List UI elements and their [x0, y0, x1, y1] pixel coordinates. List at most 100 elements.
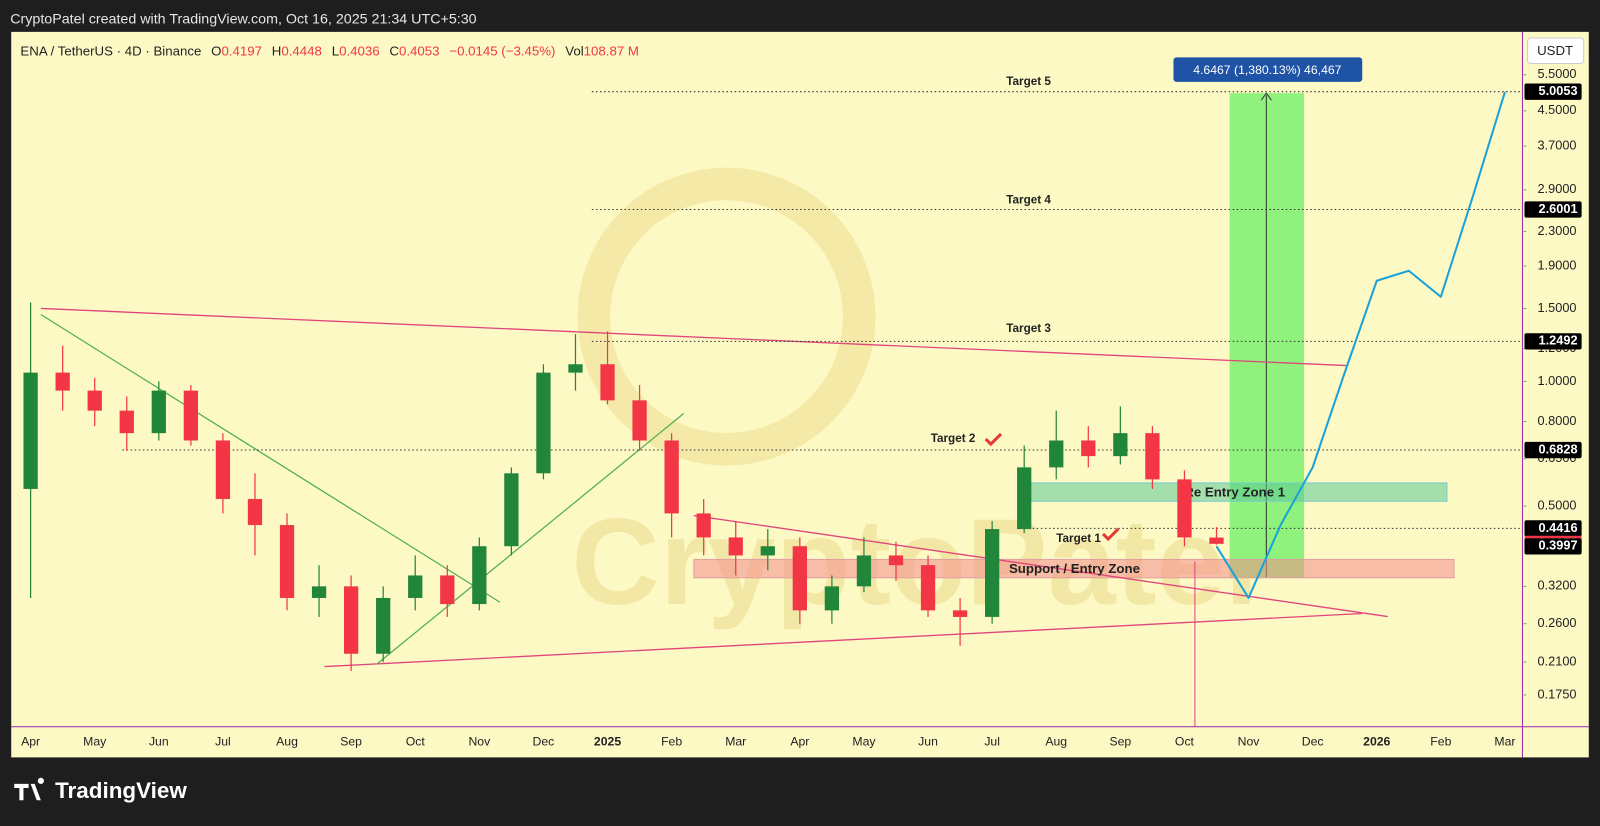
- price-tag-label: 1.2492: [1539, 333, 1578, 348]
- candle-body: [696, 513, 711, 538]
- y-tick-label: 0.1750: [1538, 686, 1577, 701]
- x-tick-label: 2025: [594, 734, 621, 748]
- price-tag: [1524, 83, 1582, 100]
- price-tag-label: 0.6828: [1539, 441, 1578, 456]
- watermark-logo: [577, 167, 876, 466]
- candle-body: [1081, 440, 1096, 457]
- target-label: Target 1: [1056, 532, 1101, 545]
- candle-body: [824, 586, 840, 611]
- candle-body: [985, 529, 1000, 617]
- x-tick-label: Mar: [1494, 734, 1515, 748]
- check-mark: [984, 432, 1003, 447]
- candle-body: [632, 400, 647, 441]
- candle-body: [536, 372, 551, 474]
- candle-body: [23, 372, 38, 489]
- x-tick-label: Dec: [1302, 734, 1324, 748]
- candle-body: [215, 440, 231, 500]
- credit: CryptoPatel created with TradingView.com…: [10, 11, 476, 27]
- x-tick-label: Aug: [276, 734, 298, 748]
- y-tick-label: 5.5000: [1538, 66, 1577, 81]
- projection-line: [1215, 91, 1506, 599]
- open-label: O: [211, 43, 221, 58]
- change: −0.0145 (−3.45%): [449, 43, 555, 58]
- x-tick-label: Oct: [406, 734, 426, 748]
- x-tick-label: Aug: [1045, 734, 1067, 748]
- x-tick-label: Apr: [21, 734, 40, 748]
- candle-body: [888, 555, 904, 566]
- candle-body: [504, 473, 519, 547]
- x-tick-label: Nov: [1238, 734, 1261, 748]
- y-tick-label: 1.5000: [1538, 300, 1577, 315]
- x-tick-label: Mar: [725, 734, 746, 748]
- x-tick-label: Jun: [149, 734, 169, 748]
- x-tick-label: Oct: [1175, 734, 1195, 748]
- price-tag-label: 2.6001: [1539, 201, 1578, 216]
- candle-body: [279, 525, 295, 598]
- candle-body: [920, 565, 936, 611]
- x-tick-label: May: [852, 734, 876, 748]
- trendline: [324, 612, 1363, 668]
- brand: ⁠TradingView: [55, 778, 187, 803]
- y-tick-label: 0.8000: [1538, 413, 1577, 428]
- price-tag-label: 0.4416: [1539, 520, 1578, 535]
- candle-body: [664, 440, 679, 514]
- y-tick-label: 2.3000: [1538, 223, 1577, 238]
- volume-label: Vol: [565, 43, 583, 58]
- high-value: 0.4448: [281, 43, 322, 58]
- price-tag-label: 0.3997: [1539, 538, 1578, 553]
- y-tick-label: 0.5000: [1538, 497, 1577, 512]
- candle-body: [376, 597, 391, 654]
- x-tick-label: Nov: [468, 734, 491, 748]
- price-tag: [1524, 538, 1582, 555]
- currency[interactable]: USDT: [1537, 43, 1573, 58]
- target-label: Target 2: [931, 432, 976, 445]
- symbol-info: ENA / TetherUS · 4D · Binance O0.4197 H0…: [20, 43, 639, 58]
- candle-body: [311, 586, 327, 598]
- volume: 108.87 M: [584, 43, 639, 58]
- candle-body: [343, 586, 359, 654]
- trendline: [40, 314, 501, 603]
- zone-label: Support / Entry Zone: [1009, 561, 1140, 576]
- high-label: H: [272, 43, 282, 58]
- candle-body: [87, 390, 102, 411]
- brand-name: TradingView: [55, 778, 187, 803]
- trendline: [693, 514, 1388, 618]
- arrow-head: [1260, 92, 1272, 101]
- candle-body: [440, 575, 455, 605]
- x-tick-label: Sep: [1109, 734, 1131, 748]
- close-label: C: [389, 43, 399, 58]
- x-tick-label: May: [83, 734, 107, 748]
- symbol: ENA / TetherUS · 4D · Binance: [20, 43, 201, 58]
- x-tick-label: Feb: [661, 734, 682, 748]
- x-tick-label: Jul: [984, 734, 1000, 748]
- close-value: 0.4053: [399, 43, 440, 58]
- low-label: L: [332, 43, 339, 58]
- currency-box[interactable]: [1527, 37, 1585, 65]
- candle-body: [952, 610, 968, 617]
- x-tick-label: Feb: [1430, 734, 1451, 748]
- candle-body: [1177, 479, 1192, 538]
- zone-label: Re Entry Zone 1: [1184, 485, 1285, 500]
- candle-body: [1113, 433, 1128, 457]
- measure-label: 4.6467 (1,380.13%) 46,467: [1193, 63, 1341, 77]
- x-tick-label: 2026: [1363, 734, 1390, 748]
- y-tick-label: 2.9000: [1538, 181, 1577, 196]
- y-tick-label: 3.7000: [1538, 137, 1577, 152]
- candle-body: [1049, 440, 1064, 468]
- candle-body: [1145, 433, 1160, 480]
- candle-body: [1017, 467, 1032, 530]
- candle-body: [472, 546, 487, 605]
- y-tick-label: 0.2600: [1538, 615, 1577, 630]
- chart-area: [11, 31, 1589, 758]
- candle-body: [728, 537, 743, 556]
- x-tick-label: Jul: [215, 734, 231, 748]
- price-tag: [1524, 333, 1582, 350]
- x-tick-label: Jun: [918, 734, 938, 748]
- y-tick-label: 1.9000: [1538, 257, 1577, 272]
- price-tag: [1524, 441, 1582, 459]
- y-tick-label: 0.3200: [1538, 578, 1577, 593]
- price-tag: [1524, 201, 1582, 218]
- y-tick-label: 1.0000: [1538, 373, 1577, 388]
- candle-body: [600, 364, 615, 401]
